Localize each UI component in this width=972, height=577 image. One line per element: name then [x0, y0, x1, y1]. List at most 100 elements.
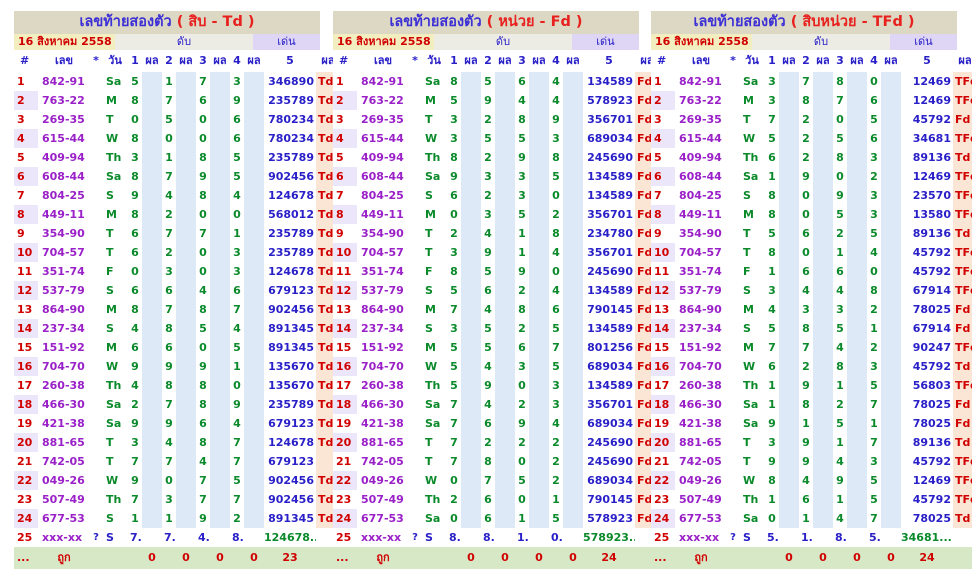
draw-number: 421-38 [357, 414, 409, 433]
digit-cell: 5 [481, 72, 495, 91]
set-digits: 134589 [583, 167, 635, 186]
set-digits: 134589 [583, 281, 635, 300]
digit-cell: 0 [128, 110, 142, 129]
result-cell [495, 72, 515, 91]
weekday: S [102, 319, 128, 338]
marker-cell [409, 205, 421, 224]
result-cell [563, 300, 583, 319]
weekday: T [739, 433, 765, 452]
digit-cell: 9 [549, 110, 563, 129]
table-row: 13 864-90 M 8 7 8 7 902456 Td [14, 300, 340, 319]
marker-cell [727, 433, 739, 452]
result-cell [847, 452, 867, 471]
digit-cell: 3 [515, 186, 529, 205]
digit-cell: 1 [765, 395, 779, 414]
row-number: 15 [14, 338, 38, 357]
digit-cell: 7 [162, 224, 176, 243]
result-cell [847, 414, 867, 433]
row-number: 25 [333, 528, 357, 547]
result-cell [210, 300, 230, 319]
draw-number: 049-26 [38, 471, 90, 490]
row-number: 17 [651, 376, 675, 395]
weekday: S [739, 319, 765, 338]
column-header: # [14, 50, 38, 72]
draw-number: 351-74 [675, 262, 727, 281]
weekday: Th [421, 490, 447, 509]
result-cell [142, 528, 162, 547]
result-cell [881, 205, 901, 224]
row-number: 17 [333, 376, 357, 395]
result-cell [847, 110, 867, 129]
digit-cell: 5 [833, 205, 847, 224]
digit-cell: 0 [515, 490, 529, 509]
result-cell [244, 186, 264, 205]
set-digits: 356701 [583, 395, 635, 414]
result-cell [529, 262, 549, 281]
row-number: 11 [14, 262, 38, 281]
row-number: 6 [651, 167, 675, 186]
table-row: 23 507-49 Th 2 6 0 1 790145 Fd [333, 490, 659, 509]
digit-cell: 9 [196, 167, 210, 186]
result-cell [881, 72, 901, 91]
result-cell [563, 433, 583, 452]
digit-cell: 8 [196, 148, 210, 167]
result-cell [495, 167, 515, 186]
result-cell [210, 509, 230, 528]
weekday: S [102, 528, 128, 547]
sub-header: 16 สิงหาคม 2558 ดับ เด่น [14, 34, 320, 50]
marker-cell [409, 167, 421, 186]
result-cell [142, 262, 162, 281]
digit-cell: 8 [128, 300, 142, 319]
column-header: ผล [244, 50, 264, 72]
result-cell [142, 319, 162, 338]
digit-cell: 5 [867, 471, 881, 490]
column-header: ผล [529, 50, 549, 72]
digit-cell: 1 [515, 509, 529, 528]
digit-cell: 7 [230, 452, 244, 471]
result-cell [495, 224, 515, 243]
row-number: 3 [333, 110, 357, 129]
marker-cell [409, 91, 421, 110]
set-digits: 356701 [583, 110, 635, 129]
draw-number: 507-49 [675, 490, 727, 509]
set-digits: 780234 [264, 110, 316, 129]
result-cell [244, 357, 264, 376]
digit-cell: 7 [230, 300, 244, 319]
row-number: 23 [333, 490, 357, 509]
digit-cell: 2 [833, 395, 847, 414]
digit-cell: 5 [867, 110, 881, 129]
draw-date: 16 สิงหาคม 2558 [14, 34, 115, 50]
weekday: M [421, 91, 447, 110]
digit-cell: 5 [833, 414, 847, 433]
draw-number: 449-11 [38, 205, 90, 224]
totals-ellipsis: ... [651, 547, 675, 569]
column-header: 3 [833, 50, 847, 72]
result-cell [813, 509, 833, 528]
result-cell [813, 433, 833, 452]
digit-cell: 3 [162, 262, 176, 281]
draw-number: 704-70 [675, 357, 727, 376]
digit-cell: 8 [447, 148, 461, 167]
result-cell [813, 357, 833, 376]
set-digits: 234780 [583, 224, 635, 243]
digit-cell: 9 [799, 433, 813, 452]
marker-cell [90, 129, 102, 148]
result-cell [461, 300, 481, 319]
digit-cell: 8 [128, 129, 142, 148]
result-cell [176, 205, 196, 224]
digit-cell: 7... [128, 528, 142, 547]
digit-cell: 3 [833, 300, 847, 319]
result-cell [847, 91, 867, 110]
result-cell [813, 186, 833, 205]
digit-cell: 4 [128, 376, 142, 395]
digit-cell: 2 [867, 300, 881, 319]
marker-cell [409, 357, 421, 376]
totals-label: ถูก [675, 547, 727, 569]
digit-cell: 9 [230, 91, 244, 110]
result-cell [244, 471, 264, 490]
digit-cell: 4 [230, 319, 244, 338]
digit-cell: 5 [867, 376, 881, 395]
set-digits: 78025 [901, 395, 953, 414]
